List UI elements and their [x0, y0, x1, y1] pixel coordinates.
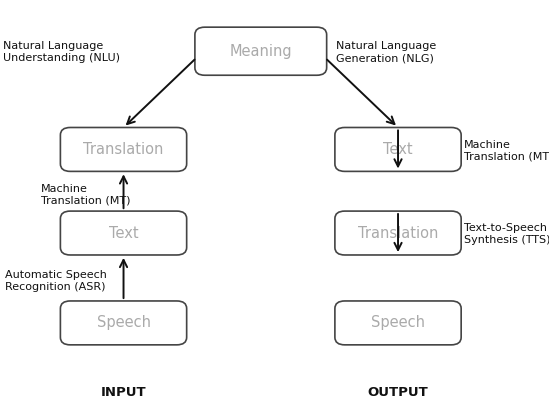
Text: Translation: Translation	[358, 226, 438, 240]
Text: Natural Language
Understanding (NLU): Natural Language Understanding (NLU)	[3, 41, 120, 63]
Text: Text-to-Speech
Synthesis (TTS): Text-to-Speech Synthesis (TTS)	[464, 223, 549, 245]
FancyBboxPatch shape	[60, 301, 187, 345]
Text: Text: Text	[383, 142, 413, 157]
Text: Machine
Translation (MT): Machine Translation (MT)	[464, 140, 549, 161]
Text: INPUT: INPUT	[100, 386, 147, 400]
FancyBboxPatch shape	[195, 27, 327, 75]
Text: Text: Text	[109, 226, 138, 240]
Text: OUTPUT: OUTPUT	[368, 386, 428, 400]
FancyBboxPatch shape	[60, 211, 187, 255]
Text: Meaning: Meaning	[229, 44, 292, 59]
Text: Speech: Speech	[97, 316, 150, 330]
FancyBboxPatch shape	[60, 127, 187, 171]
Text: Speech: Speech	[371, 316, 425, 330]
Text: Machine
Translation (MT): Machine Translation (MT)	[41, 184, 131, 205]
FancyBboxPatch shape	[335, 127, 461, 171]
Text: Automatic Speech
Recognition (ASR): Automatic Speech Recognition (ASR)	[5, 270, 108, 292]
Text: Natural Language
Generation (NLG): Natural Language Generation (NLG)	[336, 41, 436, 63]
FancyBboxPatch shape	[335, 211, 461, 255]
Text: Translation: Translation	[83, 142, 164, 157]
FancyBboxPatch shape	[335, 301, 461, 345]
